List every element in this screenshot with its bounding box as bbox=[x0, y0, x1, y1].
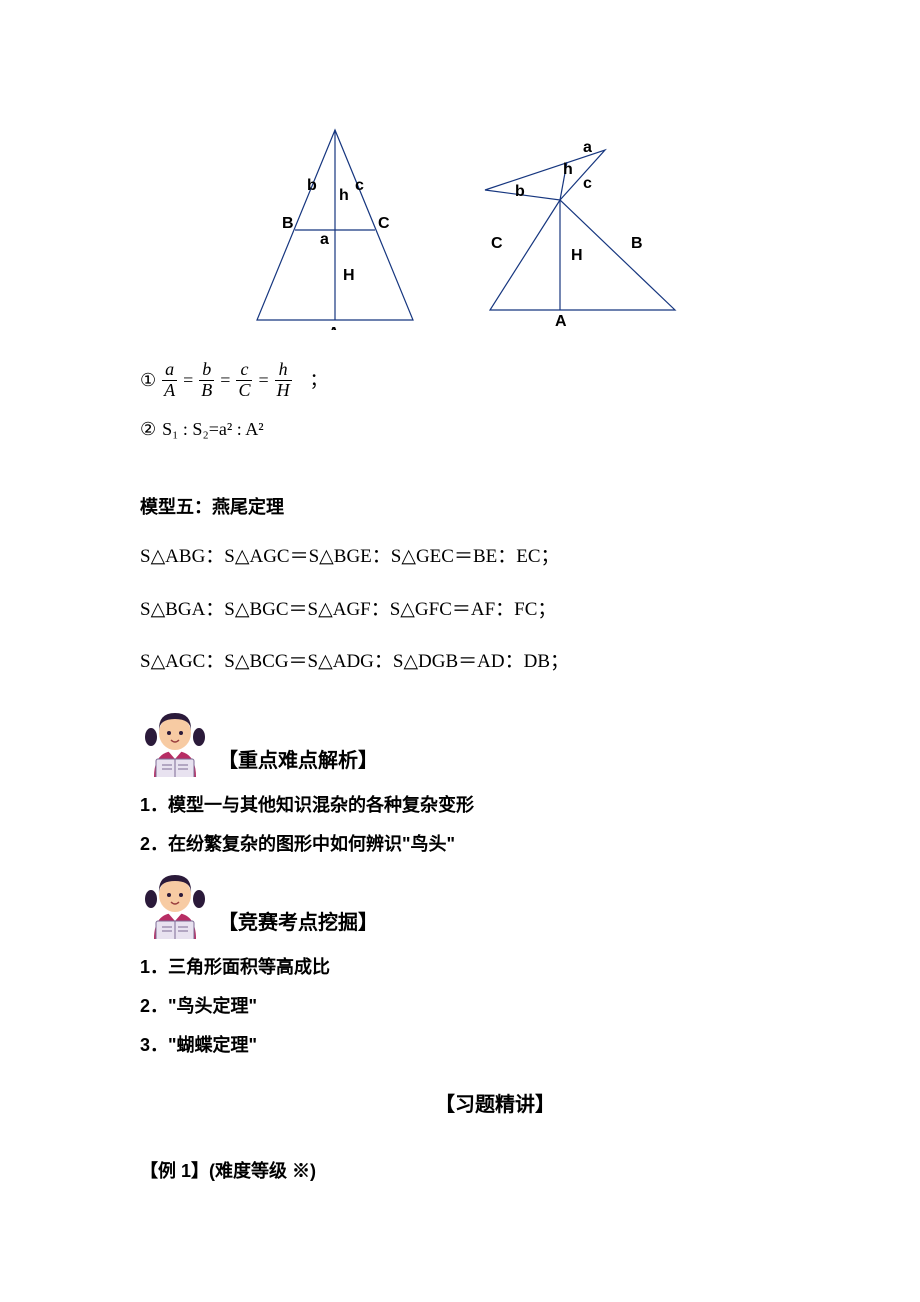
contest-item-2: 2．"鸟头定理" bbox=[140, 992, 780, 1021]
label2-big-b: B bbox=[631, 235, 643, 252]
avatar-icon bbox=[140, 707, 210, 777]
label2-b: b bbox=[515, 183, 525, 200]
label2-a: a bbox=[583, 139, 592, 156]
label-c: c bbox=[355, 177, 364, 194]
label-big-c: C bbox=[378, 215, 390, 232]
keypoints-item-2: 2．在纷繁复杂的图形中如何辨识"鸟头" bbox=[140, 830, 780, 859]
frac-h: hH bbox=[275, 360, 292, 401]
model5-line-3: S△AGC：S△BCG＝S△ADG：S△DGB＝AD：DB； bbox=[140, 647, 780, 677]
model5-line-2: S△BGA：S△BGC＝S△AGF：S△GFC＝AF：FC； bbox=[140, 595, 780, 625]
label-h: h bbox=[339, 187, 349, 204]
frac-a: aA bbox=[162, 360, 177, 401]
label-b: b bbox=[307, 177, 317, 194]
label2-big-a: A bbox=[555, 313, 567, 330]
frac-c: cC bbox=[236, 360, 252, 401]
circled-2: ② bbox=[140, 415, 156, 444]
contest-item-3: 3．"蝴蝶定理" bbox=[140, 1031, 780, 1060]
model5-line-1: S△ABG：S△AGC＝S△BGE：S△GEC＝BE：EC； bbox=[140, 542, 780, 572]
label-a: a bbox=[320, 231, 329, 248]
formula-1: ① aA = bB = cC = hH ； bbox=[140, 360, 780, 401]
diagram-row: b c h a B C H A a b c h C B H A bbox=[140, 120, 780, 330]
formula2-body: S₁ : S₂=a² : A² bbox=[162, 415, 264, 444]
label2-big-c: C bbox=[491, 235, 503, 252]
label2-c: c bbox=[583, 175, 592, 192]
model5-title: 模型五：燕尾定理 bbox=[140, 493, 780, 522]
exercises-title: 【习题精讲】 bbox=[140, 1089, 780, 1121]
label-big-b: B bbox=[282, 215, 294, 232]
contest-title: 【竞赛考点挖掘】 bbox=[218, 907, 378, 939]
label-big-h: H bbox=[343, 267, 355, 284]
keypoints-title: 【重点难点解析】 bbox=[218, 745, 378, 777]
keypoints-heading-row: 【重点难点解析】 bbox=[140, 707, 780, 777]
formula-2: ② S₁ : S₂=a² : A² bbox=[140, 415, 780, 444]
circled-1: ① bbox=[140, 366, 156, 395]
avatar-icon bbox=[140, 869, 210, 939]
contest-heading-row: 【竞赛考点挖掘】 bbox=[140, 869, 780, 939]
formula1-tail: ； bbox=[310, 366, 328, 395]
label2-h: h bbox=[563, 161, 573, 178]
triangle-diagram-1: b c h a B C H A bbox=[235, 120, 435, 330]
triangle-diagram-2: a b c h C B H A bbox=[455, 120, 685, 330]
keypoints-item-1: 1．模型一与其他知识混杂的各种复杂变形 bbox=[140, 791, 780, 820]
label2-big-h: H bbox=[571, 247, 583, 264]
label-big-a: A bbox=[328, 325, 340, 330]
example-1-header: 【例 1】(难度等级 ※) bbox=[140, 1157, 780, 1186]
contest-item-1: 1．三角形面积等高成比 bbox=[140, 953, 780, 982]
frac-b: bB bbox=[199, 360, 214, 401]
